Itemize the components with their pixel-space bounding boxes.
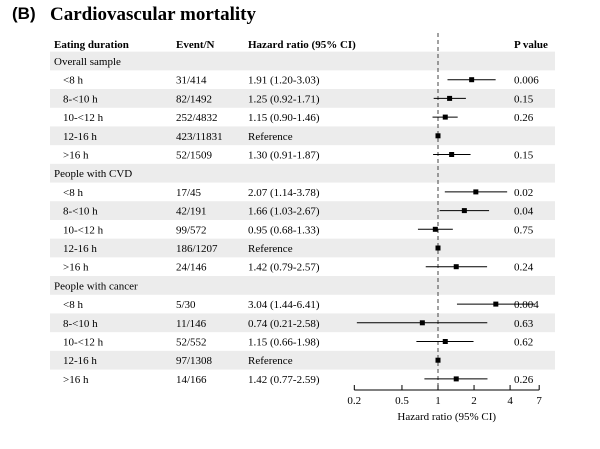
row-label: >16 h — [63, 150, 89, 162]
group-label: Overall sample — [54, 56, 121, 68]
point-estimate — [493, 301, 499, 307]
row-label: 10-<12 h — [63, 112, 104, 124]
event-count: 52/1509 — [176, 150, 213, 162]
group-label: People with cancer — [54, 280, 138, 292]
p-value: 0.006 — [514, 75, 539, 87]
point-estimate — [442, 114, 448, 120]
hazard-ratio-text: 1.91 (1.20-3.03) — [248, 75, 320, 87]
row-label: 12-16 h — [63, 131, 97, 143]
p-value: 0.26 — [514, 374, 534, 386]
hazard-ratio-text: 0.95 (0.68-1.33) — [248, 224, 320, 236]
event-count: 42/191 — [176, 206, 207, 218]
hazard-ratio-text: 1.66 (1.03-2.67) — [248, 206, 320, 218]
hazard-ratio-text: 1.15 (0.66-1.98) — [248, 337, 320, 349]
point-estimate — [419, 320, 425, 326]
row-stripe — [50, 201, 555, 220]
p-value: 0.04 — [514, 206, 534, 218]
row-label: <8 h — [63, 299, 83, 311]
column-header: Hazard ratio (95% CI) — [248, 39, 356, 51]
hazard-ratio-text: Reference — [248, 355, 293, 367]
row-label: 8-<10 h — [63, 318, 98, 330]
event-count: 11/146 — [176, 318, 207, 330]
group-label: People with CVD — [54, 168, 132, 180]
event-count: 24/146 — [176, 262, 207, 274]
x-axis-label: Hazard ratio (95% CI) — [397, 411, 496, 423]
event-count: 5/30 — [176, 299, 196, 311]
row-label: 8-<10 h — [63, 206, 98, 218]
hazard-ratio-text: 1.25 (0.92-1.71) — [248, 93, 320, 105]
point-estimate — [449, 152, 455, 157]
row-label: 10-<12 h — [63, 337, 104, 349]
x-tick-label: 4 — [507, 395, 513, 407]
hazard-ratio-text: Reference — [248, 131, 293, 143]
point-estimate — [435, 357, 441, 363]
p-value: 0.02 — [514, 187, 533, 199]
row-label: <8 h — [63, 75, 83, 87]
row-label: >16 h — [63, 374, 89, 386]
point-estimate — [473, 189, 479, 195]
event-count: 14/166 — [176, 374, 207, 386]
p-value: 0.62 — [514, 337, 533, 349]
column-header: Eating duration — [54, 39, 129, 51]
point-estimate — [461, 208, 467, 214]
point-estimate — [453, 376, 459, 382]
p-value: 0.75 — [514, 224, 534, 236]
x-tick-label: 1 — [435, 395, 441, 407]
hazard-ratio-text: Reference — [248, 243, 293, 255]
event-count: 186/1207 — [176, 243, 218, 255]
row-stripe — [50, 51, 555, 71]
event-count: 82/1492 — [176, 93, 212, 105]
event-count: 52/552 — [176, 337, 207, 349]
p-value: 0.15 — [514, 93, 534, 105]
event-count: 97/1308 — [176, 355, 213, 367]
p-value: 0.15 — [514, 150, 534, 162]
p-value: 0.26 — [514, 112, 534, 124]
x-tick-label: 2 — [471, 395, 477, 407]
hazard-ratio-text: 1.30 (0.91-1.87) — [248, 150, 320, 162]
point-estimate — [432, 226, 438, 232]
hazard-ratio-text: 1.15 (0.90-1.46) — [248, 112, 320, 124]
event-count: 423/11831 — [176, 131, 223, 143]
row-stripe — [50, 276, 555, 295]
p-value: 0.004 — [514, 299, 539, 311]
point-estimate — [435, 245, 441, 251]
row-stripe — [50, 126, 555, 146]
point-estimate — [442, 339, 448, 344]
row-stripe — [50, 350, 555, 370]
hazard-ratio-text: 0.74 (0.21-2.58) — [248, 318, 320, 330]
p-value: 0.24 — [514, 262, 534, 274]
point-estimate — [435, 133, 441, 139]
column-header: Event/N — [176, 39, 215, 51]
x-tick-label: 0.2 — [347, 395, 361, 407]
event-count: 31/414 — [176, 75, 207, 87]
row-label: 8-<10 h — [63, 93, 98, 105]
row-label: 12-16 h — [63, 243, 97, 255]
event-count: 252/4832 — [176, 112, 218, 124]
row-stripe — [50, 163, 555, 183]
point-estimate — [469, 77, 475, 83]
row-label: >16 h — [63, 262, 89, 274]
point-estimate — [447, 95, 453, 101]
x-tick-label: 7 — [536, 395, 542, 407]
row-stripe — [50, 89, 555, 108]
row-label: 12-16 h — [63, 355, 97, 367]
hazard-ratio-text: 1.42 (0.77-2.59) — [248, 374, 320, 386]
hazard-ratio-text: 3.04 (1.44-6.41) — [248, 299, 320, 311]
event-count: 99/572 — [176, 224, 207, 236]
x-tick-label: 0.5 — [395, 395, 409, 407]
chart-title: Cardiovascular mortality — [50, 4, 256, 25]
panel-label: (B) — [12, 4, 36, 23]
point-estimate — [453, 264, 459, 270]
event-count: 17/45 — [176, 187, 202, 199]
p-value: 0.63 — [514, 318, 534, 330]
row-stripe — [50, 313, 555, 333]
row-label: 10-<12 h — [63, 224, 104, 236]
row-label: <8 h — [63, 187, 83, 199]
row-stripe — [50, 238, 555, 258]
column-header: P value — [514, 39, 548, 51]
hazard-ratio-text: 2.07 (1.14-3.78) — [248, 187, 320, 199]
hazard-ratio-text: 1.42 (0.79-2.57) — [248, 262, 320, 274]
